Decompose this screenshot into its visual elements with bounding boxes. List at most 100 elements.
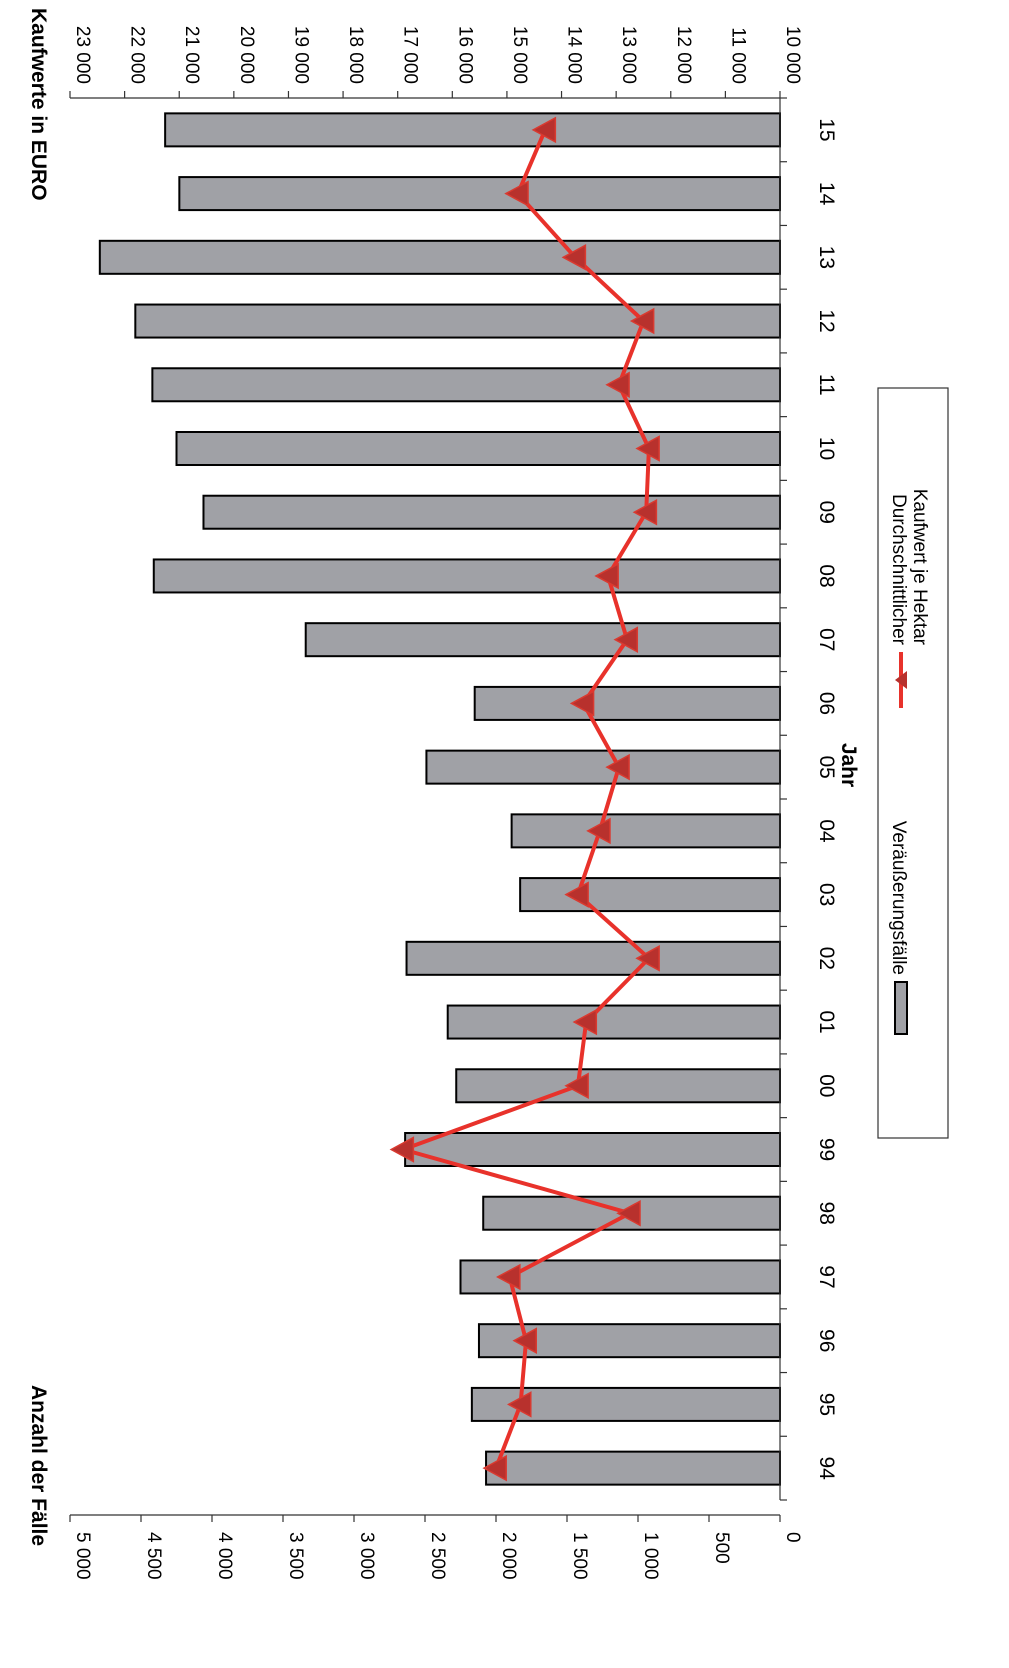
bar-08 bbox=[152, 558, 781, 594]
right-axis-title: Kaufwerte in EURO bbox=[27, 8, 50, 201]
bar-12 bbox=[134, 303, 781, 339]
right-tick-label: 19 000 bbox=[290, 26, 311, 84]
line-marker-06 bbox=[569, 690, 595, 717]
right-tick-label: 20 000 bbox=[236, 26, 257, 84]
line-marker-08 bbox=[594, 562, 619, 590]
category-label-98: 98 bbox=[815, 1202, 838, 1225]
category-label-94: 94 bbox=[815, 1456, 838, 1480]
left-axis-title: Anzahl der Fälle bbox=[27, 1385, 50, 1546]
line-marker-03 bbox=[564, 881, 589, 908]
line-marker-07 bbox=[613, 626, 639, 653]
bar-04 bbox=[510, 813, 781, 849]
line-marker-11 bbox=[605, 371, 630, 399]
line-marker-15 bbox=[531, 116, 557, 144]
category-label-13: 13 bbox=[815, 246, 838, 269]
category-label-14: 14 bbox=[815, 182, 838, 206]
left-tick-label: 1 000 bbox=[640, 1532, 661, 1580]
bar-14 bbox=[178, 176, 781, 212]
left-tick-label: 3 500 bbox=[285, 1532, 306, 1580]
line-marker-05 bbox=[605, 753, 630, 781]
line-marker-01 bbox=[572, 1008, 598, 1036]
line-marker-12 bbox=[629, 307, 655, 335]
category-label-06: 06 bbox=[815, 692, 838, 715]
left-tick-label: 0 bbox=[782, 1532, 803, 1543]
line-marker-95 bbox=[506, 1391, 532, 1418]
line-marker-02 bbox=[635, 945, 660, 972]
legend-line-marker bbox=[895, 671, 907, 689]
right-tick-label: 14 000 bbox=[564, 26, 585, 84]
line-marker-99 bbox=[389, 1136, 415, 1163]
bar-00 bbox=[455, 1068, 781, 1104]
category-label-04: 04 bbox=[815, 819, 838, 843]
right-tick-label: 12 000 bbox=[673, 26, 694, 84]
line-marker-04 bbox=[586, 817, 611, 845]
legend-label-line: DurchschnittlicherKaufwert je Hektar bbox=[888, 489, 930, 646]
left-tick-label: 2 000 bbox=[498, 1532, 519, 1580]
right-tick-label: 16 000 bbox=[454, 26, 475, 84]
line-marker-96 bbox=[512, 1327, 537, 1354]
category-label-05: 05 bbox=[815, 755, 838, 778]
bar-09 bbox=[202, 494, 782, 530]
bar-15 bbox=[164, 112, 781, 148]
right-tick-label: 10 000 bbox=[782, 26, 803, 84]
category-label-00: 00 bbox=[815, 1074, 838, 1097]
category-label-12: 12 bbox=[815, 309, 838, 332]
left-tick-label: 4 000 bbox=[214, 1532, 235, 1580]
legend: Veräußerungsfälle DurchschnittlicherKaufw… bbox=[877, 387, 949, 1139]
legend-label-line-part1: Durchschnittlicher bbox=[888, 494, 909, 646]
legend-bar-swatch bbox=[894, 981, 908, 1035]
bar-01 bbox=[446, 1004, 781, 1040]
category-label-09: 09 bbox=[815, 501, 838, 524]
line-marker-94 bbox=[482, 1454, 507, 1482]
category-label-15: 15 bbox=[815, 118, 838, 141]
category-label-99: 99 bbox=[815, 1138, 838, 1161]
line-marker-09 bbox=[632, 498, 658, 526]
line-series bbox=[401, 129, 651, 1469]
bar-13 bbox=[98, 239, 781, 275]
bar-03 bbox=[519, 877, 781, 913]
legend-box bbox=[877, 387, 949, 1139]
plot-area: 94 95 96 97 98 99 00 01 02 03 04 05 06 07 08 09 10 11 12 13… bbox=[27, 8, 949, 1580]
left-tick-label: 1 500 bbox=[569, 1532, 590, 1580]
right-tick-label: 23 000 bbox=[72, 26, 93, 84]
left-tick-label: 500 bbox=[711, 1532, 732, 1564]
bar-11 bbox=[151, 367, 782, 403]
right-tick-label: 22 000 bbox=[127, 26, 148, 84]
line-marker-98 bbox=[616, 1199, 641, 1227]
category-label-97: 97 bbox=[815, 1265, 838, 1288]
line-marker-13 bbox=[561, 244, 587, 271]
bar-10 bbox=[175, 431, 781, 466]
right-tick-label: 21 000 bbox=[181, 26, 202, 84]
category-label-07: 07 bbox=[815, 628, 838, 651]
bar-94 bbox=[485, 1450, 781, 1486]
bar-07 bbox=[304, 622, 781, 658]
line-marker-10 bbox=[635, 435, 660, 462]
bar-99 bbox=[404, 1132, 781, 1167]
category-label-10: 10 bbox=[815, 437, 838, 460]
bar-02 bbox=[405, 940, 781, 976]
right-tick-label: 17 000 bbox=[400, 26, 421, 84]
category-label-02: 02 bbox=[815, 947, 838, 970]
category-label-11: 11 bbox=[815, 374, 838, 396]
right-tick-label: 18 000 bbox=[345, 26, 366, 84]
category-label-03: 03 bbox=[815, 883, 838, 906]
category-label-96: 96 bbox=[815, 1329, 838, 1352]
left-tick-label: 2 500 bbox=[427, 1532, 448, 1580]
line-marker-00 bbox=[564, 1072, 589, 1100]
line-marker-97 bbox=[496, 1263, 521, 1291]
category-axis-title: Jahr bbox=[837, 743, 860, 787]
legend-label-bars: Veräußerungsfälle bbox=[888, 821, 909, 975]
bar-05 bbox=[425, 749, 781, 785]
line-marker-14 bbox=[504, 180, 529, 207]
right-tick-label: 13 000 bbox=[618, 26, 639, 84]
left-tick-label: 3 000 bbox=[356, 1532, 377, 1580]
category-label-01: 01 bbox=[815, 1010, 838, 1033]
bar-06 bbox=[473, 685, 781, 721]
legend-label-line-part2: Kaufwert je Hektar bbox=[909, 489, 930, 646]
right-tick-label: 15 000 bbox=[509, 26, 530, 84]
right-tick-label: 11 000 bbox=[727, 27, 748, 84]
left-tick-label: 5 000 bbox=[72, 1532, 93, 1580]
category-label-08: 08 bbox=[815, 564, 838, 587]
